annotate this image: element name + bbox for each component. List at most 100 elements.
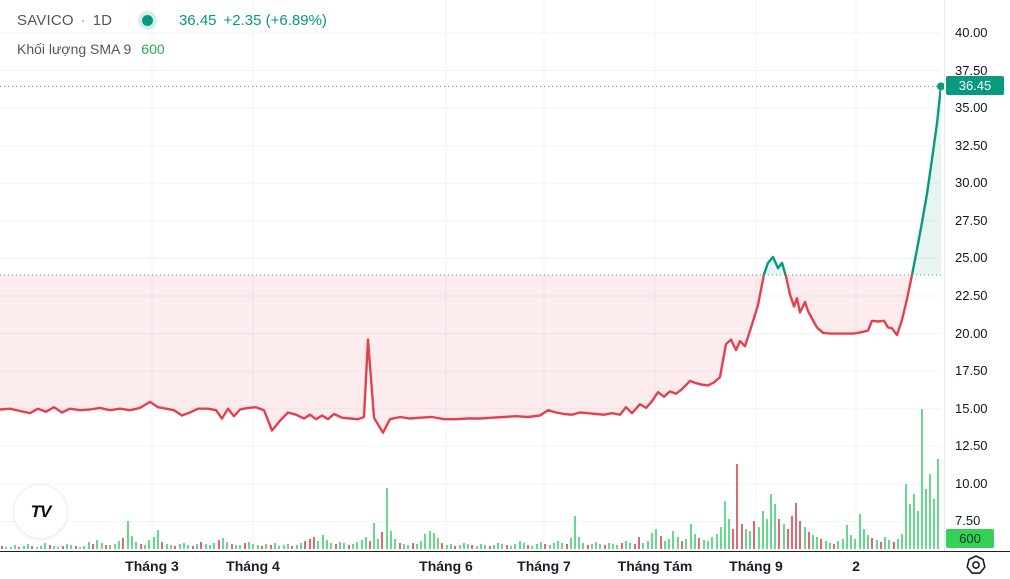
volume-bar [728,519,730,549]
volume-bar [57,547,59,549]
tradingview-logo[interactable]: TV [13,484,68,539]
volume-bar [549,545,551,549]
price-tick-label: 10.00 [955,475,988,491]
volume-bar [386,488,388,549]
volume-bar [724,501,726,549]
volume-bar [361,540,363,549]
volume-bar [799,521,801,549]
volume-bar [762,511,764,549]
volume-bar [557,541,559,549]
volume-bar [339,542,341,549]
volume-bar [937,459,939,549]
volume-bar [36,547,38,549]
timeframe-label[interactable]: 1D [92,12,112,29]
volume-bar [83,546,85,549]
chart-legend: SAVICO · 1D 36.45 +2.35 (+6.89%) Khối lượ… [17,12,327,57]
volume-bar [497,543,499,549]
price-tick-label: 20.00 [955,325,988,341]
volume-bar [587,545,589,549]
volume-bar [335,544,337,549]
indicator-label[interactable]: Khối lượng SMA 9 [17,41,132,57]
volume-bar [322,535,324,549]
volume-bar [501,544,503,549]
area-fill-below-baseline [0,274,941,433]
volume-bar [595,542,597,549]
volume-bar [192,546,194,549]
volume-bar [527,545,529,549]
volume-bar [343,543,345,549]
volume-bar [166,544,168,549]
volume-bar [407,545,409,549]
volume-bar [309,539,311,549]
volume-bar [876,540,878,549]
volume-bar [745,529,747,549]
volume-bar [716,534,718,549]
volume-bar [174,546,176,549]
volume-bar [707,541,709,549]
volume-bar [161,542,163,549]
volume-bar [544,544,546,549]
volume-bar [179,544,181,549]
price-tick-label: 30.00 [955,175,988,191]
volume-bar [816,537,818,549]
market-status-dot-icon[interactable] [141,15,153,26]
volume-bar [681,541,683,549]
volume-bar [599,544,601,549]
volume-bar [519,541,521,549]
volume-bar [736,464,738,549]
volume-bar [660,536,662,549]
volume-bar [570,538,572,549]
volume-bar [694,534,696,549]
volume-bar [842,539,844,549]
volume-bar [921,409,923,549]
symbol-title[interactable]: SAVICO [17,12,74,29]
volume-bar [471,545,473,549]
volume-bar [846,525,848,549]
volume-bar [901,534,903,549]
time-tick-label: Tháng 6 [419,558,473,574]
volume-bar [741,524,743,549]
volume-bar [248,542,250,549]
volume-bar [625,541,627,549]
volume-bar [753,521,755,549]
volume-bar [446,545,448,549]
volume-bar [373,523,375,549]
volume-bar [561,543,563,549]
volume-bar [884,537,886,549]
volume-bar [196,544,198,549]
volume-bar [144,545,146,549]
volume-bar [403,544,405,549]
legend-separator: · [80,12,86,29]
volume-bar [553,543,555,549]
volume-bar [394,539,396,549]
time-tick-label: Tháng 7 [517,558,571,574]
volume-bar [300,543,302,549]
volume-bar [261,546,263,549]
price-scale-settings-button[interactable] [963,553,989,577]
time-tick-label: 2 [852,558,860,574]
volume-bar [92,544,94,549]
volume-bar [574,516,576,549]
volume-bar [655,529,657,549]
volume-bar [278,546,280,549]
volume-bar [871,538,873,549]
volume-bar [424,534,426,549]
volume-bar [369,541,371,549]
volume-bar [296,545,298,549]
volume-bar [893,542,895,549]
volume-bar [905,484,907,549]
volume-bar [66,544,68,549]
volume-bar [812,535,814,549]
volume-bar [913,494,915,549]
volume-bar [612,544,614,549]
time-axis[interactable]: Tháng 3 Tháng 4 Tháng 6 Tháng 7 Tháng Tám Thá… [0,551,1010,579]
price-tick-label: 7.50 [955,513,981,529]
volume-bar [787,529,789,549]
volume-bar [774,504,776,549]
volume-bar [222,538,224,549]
volume-bar [463,543,465,549]
volume-bar [105,545,107,549]
volume-bar [647,541,649,549]
volume-bar [791,516,793,549]
